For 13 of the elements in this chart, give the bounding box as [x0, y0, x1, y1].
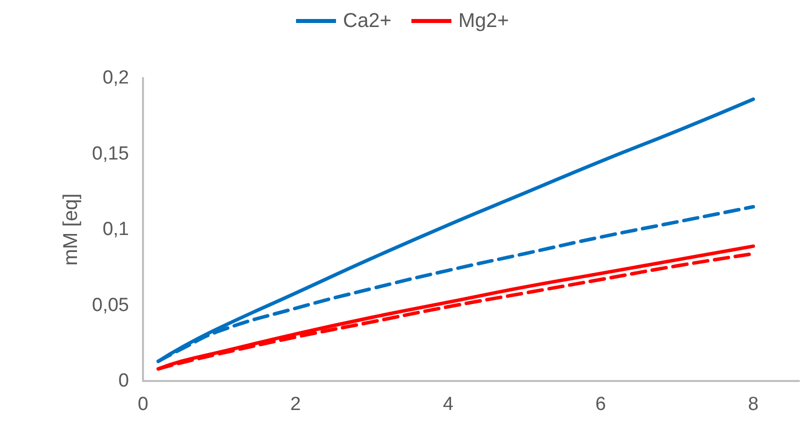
- y-tick-label: 0,2: [102, 68, 129, 88]
- x-tick-label: 4: [442, 394, 454, 415]
- legend-label: Mg2+: [458, 10, 509, 32]
- x-tick-label: 0: [138, 394, 148, 415]
- y-axis-title: mM [eq]: [60, 193, 82, 266]
- legend-label: Ca2+: [343, 10, 392, 32]
- x-tick-label: 8: [748, 394, 759, 415]
- y-tick-label: 0: [118, 370, 129, 392]
- y-tick-label: 0,05: [92, 294, 129, 316]
- x-tick-label: 6: [595, 394, 606, 415]
- y-tick-label: 0,1: [102, 219, 129, 240]
- x-tick-label: 2: [290, 394, 301, 415]
- y-tick-label: 0,15: [92, 143, 129, 164]
